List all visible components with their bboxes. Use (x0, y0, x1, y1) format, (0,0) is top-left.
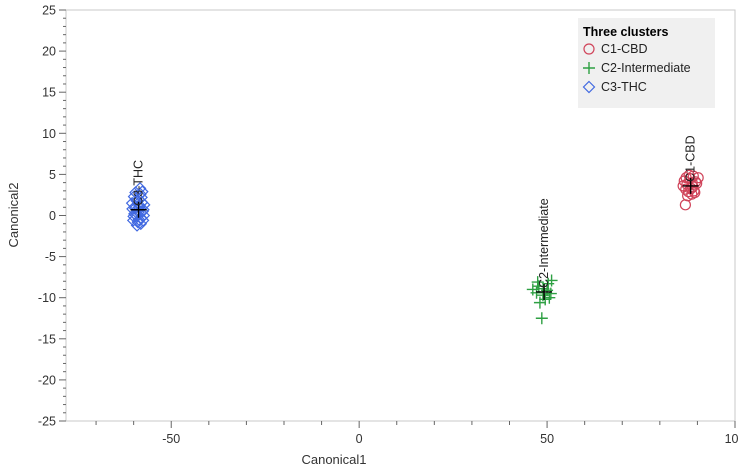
data-point (134, 217, 148, 231)
data-point (125, 196, 139, 210)
legend-label: C1-CBD (601, 42, 648, 56)
data-point (679, 199, 691, 211)
cluster-label: C1-CBD (684, 135, 698, 182)
x-tick-label: -50 (162, 432, 180, 446)
data-point (543, 291, 556, 304)
y-tick-label: -10 (38, 291, 56, 305)
data-point (132, 213, 146, 226)
legend-marker (583, 62, 595, 74)
centroid-marker (536, 283, 553, 300)
y-tick-label: -5 (45, 250, 56, 264)
legend: Three clusters C1-CBD C2-Intermediate C3-T… (578, 18, 715, 108)
y-tick-label: 25 (42, 4, 56, 18)
data-point (129, 209, 143, 222)
data-point (127, 190, 141, 203)
y-tick-label: 0 (49, 209, 56, 223)
data-point (135, 195, 149, 209)
data-point (135, 185, 149, 199)
data-point (541, 284, 554, 297)
legend-label: C2-Intermediate (601, 61, 691, 75)
legend-background (578, 18, 715, 108)
series-plus (526, 274, 558, 325)
x-axis: -50 0 50 100 (95, 421, 739, 446)
y-tick-label: 20 (42, 45, 56, 59)
data-point (683, 169, 695, 181)
data-point (133, 182, 147, 195)
points-layer (125, 169, 704, 325)
centroid-marker (682, 177, 699, 194)
cluster-label: C3-THC (132, 160, 146, 206)
data-point (689, 186, 701, 199)
data-point (680, 172, 692, 184)
data-point (137, 203, 150, 217)
legend-label: C3-THC (601, 80, 647, 94)
legend-marker (583, 43, 595, 55)
y-tick-label: 10 (42, 127, 56, 141)
y-axis: 25 20 15 10 5 0 -5 -10 -15 -20 -25 (38, 4, 66, 429)
cluster-label: C2-Intermediate (537, 198, 551, 288)
legend-item: C2-Intermediate (583, 61, 691, 75)
x-tick-label: 0 (356, 432, 363, 446)
legend-title: Three clusters (583, 25, 669, 39)
data-point (545, 274, 558, 287)
data-point (127, 209, 141, 223)
series-circle (677, 169, 704, 211)
y-tick-label: 5 (49, 168, 56, 182)
y-tick-label: -15 (38, 332, 56, 346)
x-axis-label: Canonical1 (301, 452, 366, 467)
legend-item: C3-THC (582, 80, 647, 94)
legend-marker (582, 80, 596, 94)
data-point (530, 286, 543, 299)
data-point (533, 296, 546, 309)
y-axis-label: Canonical2 (6, 182, 21, 247)
y-tick-label: 15 (42, 86, 56, 100)
legend-items: C1-CBD C2-Intermediate C3-THC (582, 42, 691, 94)
centroid-marker (130, 201, 147, 218)
legend-item: C1-CBD (583, 42, 648, 56)
data-point (535, 312, 548, 325)
centroid-layer: C1-CBD C2-Intermediate C3-THC (130, 135, 699, 300)
x-tick-label: 100 (725, 432, 739, 446)
x-tick-label: 50 (540, 432, 554, 446)
y-tick-label: -25 (38, 415, 56, 429)
data-point (126, 214, 140, 227)
data-point (687, 170, 699, 182)
data-point (531, 276, 544, 289)
y-tick-label: -20 (38, 373, 56, 387)
